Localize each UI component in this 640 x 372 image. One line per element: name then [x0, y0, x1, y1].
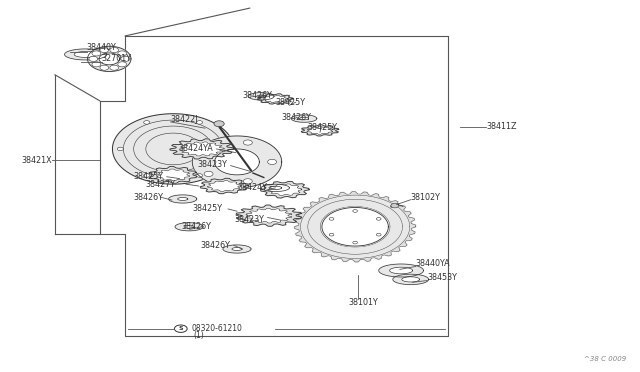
Polygon shape — [232, 247, 242, 250]
Polygon shape — [248, 93, 274, 100]
Polygon shape — [301, 195, 410, 259]
Text: 38440Y: 38440Y — [87, 42, 116, 51]
Polygon shape — [320, 206, 390, 247]
Circle shape — [144, 121, 150, 124]
Circle shape — [268, 159, 276, 164]
Circle shape — [376, 218, 381, 220]
Text: 38453Y: 38453Y — [428, 273, 457, 282]
Polygon shape — [236, 205, 302, 226]
Polygon shape — [179, 142, 224, 156]
Text: 38426Y: 38426Y — [134, 193, 163, 202]
Polygon shape — [192, 136, 282, 188]
Text: 38426Y: 38426Y — [200, 241, 230, 250]
Circle shape — [92, 51, 100, 56]
Text: 38425Y: 38425Y — [307, 123, 337, 132]
Polygon shape — [301, 125, 339, 136]
Circle shape — [391, 203, 399, 208]
Polygon shape — [88, 46, 131, 71]
Polygon shape — [149, 166, 197, 183]
Text: (1): (1) — [193, 331, 204, 340]
Circle shape — [100, 48, 109, 52]
Text: 32701Y: 32701Y — [102, 54, 132, 62]
Circle shape — [243, 179, 252, 184]
Polygon shape — [246, 208, 292, 223]
Text: S: S — [179, 326, 183, 331]
Circle shape — [110, 65, 118, 70]
Polygon shape — [223, 245, 251, 253]
Text: 38425Y: 38425Y — [275, 98, 305, 107]
Polygon shape — [170, 139, 234, 159]
Polygon shape — [207, 180, 241, 192]
Text: 38425Y: 38425Y — [192, 205, 222, 214]
Polygon shape — [263, 95, 288, 103]
Polygon shape — [268, 184, 302, 196]
Circle shape — [376, 233, 381, 236]
Circle shape — [196, 174, 202, 177]
Polygon shape — [113, 114, 234, 184]
Text: 38425Y: 38425Y — [134, 172, 164, 181]
Polygon shape — [307, 126, 333, 134]
Polygon shape — [269, 186, 282, 189]
Circle shape — [223, 147, 229, 151]
Text: 38427Y: 38427Y — [145, 180, 175, 189]
Polygon shape — [402, 277, 420, 282]
Polygon shape — [74, 51, 97, 57]
Polygon shape — [65, 49, 107, 60]
Circle shape — [196, 121, 202, 124]
Text: 38426Y: 38426Y — [242, 91, 272, 100]
Polygon shape — [257, 95, 266, 97]
Polygon shape — [184, 225, 194, 228]
Polygon shape — [200, 178, 248, 194]
Text: 38424YA: 38424YA — [178, 144, 213, 153]
Polygon shape — [99, 53, 120, 65]
Circle shape — [121, 56, 129, 61]
Text: 38440YA: 38440YA — [416, 259, 451, 268]
Text: 38102Y: 38102Y — [411, 193, 440, 202]
Polygon shape — [214, 149, 259, 175]
Polygon shape — [261, 184, 289, 192]
Text: 38423Y: 38423Y — [234, 215, 264, 224]
Polygon shape — [393, 274, 429, 285]
Polygon shape — [156, 169, 190, 181]
Polygon shape — [257, 94, 293, 104]
Text: 38423Y: 38423Y — [197, 160, 227, 169]
Text: 38422J: 38422J — [171, 115, 198, 124]
Text: 38411Z: 38411Z — [486, 122, 516, 131]
Circle shape — [353, 241, 358, 244]
Circle shape — [110, 48, 118, 52]
Text: 08320-61210: 08320-61210 — [191, 324, 242, 333]
Circle shape — [100, 65, 109, 70]
Circle shape — [174, 325, 187, 333]
Polygon shape — [322, 208, 388, 246]
Text: 38421X: 38421X — [21, 155, 52, 164]
Circle shape — [204, 171, 213, 176]
Circle shape — [118, 51, 127, 56]
Circle shape — [329, 233, 334, 236]
Polygon shape — [177, 198, 188, 201]
Circle shape — [214, 121, 224, 127]
Polygon shape — [300, 117, 308, 120]
Polygon shape — [379, 264, 424, 277]
Polygon shape — [390, 267, 413, 274]
Circle shape — [92, 62, 100, 67]
Text: 38426Y: 38426Y — [282, 113, 312, 122]
Circle shape — [117, 147, 124, 151]
Polygon shape — [260, 182, 309, 198]
Polygon shape — [294, 192, 416, 262]
Text: 38426Y: 38426Y — [181, 222, 211, 231]
Circle shape — [144, 174, 150, 177]
Text: ^38 C 0009: ^38 C 0009 — [584, 356, 627, 362]
Text: 38101Y: 38101Y — [349, 298, 378, 307]
Circle shape — [204, 147, 213, 153]
Polygon shape — [291, 115, 317, 122]
Circle shape — [89, 56, 98, 61]
Circle shape — [243, 140, 252, 145]
Circle shape — [353, 209, 358, 212]
Polygon shape — [175, 223, 203, 231]
Circle shape — [118, 62, 127, 67]
Polygon shape — [169, 195, 196, 203]
Polygon shape — [308, 199, 403, 254]
Text: 38424Y: 38424Y — [237, 183, 267, 192]
Circle shape — [329, 218, 334, 220]
